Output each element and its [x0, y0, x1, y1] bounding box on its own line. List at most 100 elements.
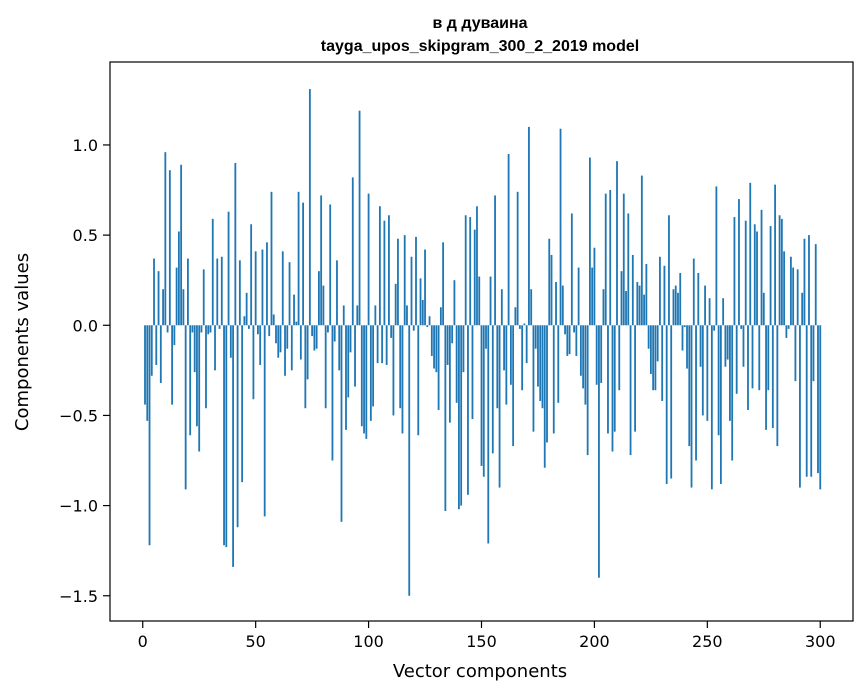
bar-166 — [516, 191, 519, 326]
bar-216 — [629, 325, 632, 456]
bar-10 — [164, 152, 167, 326]
bar-235 — [672, 289, 675, 326]
bar-133 — [442, 242, 445, 326]
bar-56 — [268, 325, 271, 337]
bar-99 — [365, 325, 368, 439]
bar-29 — [207, 325, 210, 335]
bar-296 — [810, 325, 813, 477]
bar-187 — [564, 325, 566, 335]
bar-163 — [509, 325, 512, 385]
bar-118 — [408, 325, 411, 596]
bar-124 — [421, 300, 424, 326]
bar-263 — [735, 325, 738, 394]
bar-98 — [363, 325, 365, 434]
bar-287 — [789, 256, 792, 326]
bar-52 — [259, 325, 262, 365]
bar-248 — [701, 325, 704, 416]
bar-65 — [288, 262, 291, 326]
bar-45 — [243, 316, 246, 326]
bar-4 — [150, 325, 153, 376]
bar-215 — [627, 213, 630, 326]
bar-200 — [593, 247, 596, 326]
y-tick-label: −1.5 — [59, 587, 98, 606]
bar-109 — [388, 215, 390, 326]
bar-297 — [812, 325, 815, 382]
bar-126 — [426, 325, 429, 328]
bar-262 — [733, 217, 736, 326]
bar-288 — [792, 267, 795, 326]
bar-212 — [620, 271, 623, 326]
chart-title: в д дуваина — [432, 15, 527, 32]
bar-147 — [473, 229, 476, 326]
bar-229 — [659, 256, 661, 326]
bar-63 — [284, 325, 286, 376]
bar-217 — [631, 254, 634, 326]
bar-272 — [756, 231, 758, 326]
bar-58 — [272, 314, 275, 326]
bar-194 — [579, 325, 582, 376]
bar-290 — [796, 269, 799, 326]
bar-155 — [491, 325, 494, 454]
bar-289 — [794, 325, 797, 382]
bar-264 — [738, 199, 740, 326]
bar-43 — [238, 260, 241, 326]
bar-237 — [677, 292, 679, 326]
bar-192 — [575, 325, 578, 356]
bar-182 — [552, 325, 555, 434]
bar-83 — [329, 204, 332, 326]
bar-218 — [634, 325, 636, 432]
bar-90 — [345, 325, 347, 430]
bar-221 — [640, 175, 643, 326]
bar-1 — [144, 325, 146, 405]
y-axis-label: Components values — [12, 253, 33, 431]
bar-256 — [719, 325, 722, 484]
bar-71 — [302, 202, 304, 326]
bar-158 — [498, 325, 501, 488]
bar-11 — [166, 325, 169, 333]
bar-131 — [437, 325, 440, 411]
bar-227 — [654, 325, 657, 391]
bar-88 — [340, 325, 343, 522]
bar-116 — [403, 235, 406, 326]
bar-170 — [525, 325, 528, 364]
bar-176 — [539, 325, 542, 402]
bar-97 — [360, 325, 363, 427]
bar-81 — [324, 325, 327, 409]
bar-47 — [247, 325, 250, 329]
bar-233 — [668, 215, 670, 326]
bar-60 — [277, 325, 280, 358]
bar-7 — [157, 271, 160, 326]
bar-188 — [566, 325, 569, 356]
bar-285 — [785, 325, 788, 338]
bar-267 — [744, 220, 747, 326]
bar-167 — [518, 325, 521, 329]
bar-211 — [618, 325, 621, 391]
bar-169 — [523, 323, 526, 326]
bar-28 — [205, 325, 207, 409]
bar-152 — [485, 325, 487, 349]
bar-129 — [433, 325, 435, 369]
bar-136 — [448, 325, 451, 423]
bar-214 — [625, 291, 627, 326]
bar-95 — [356, 305, 359, 326]
bar-34 — [218, 325, 221, 329]
bar-241 — [686, 325, 688, 369]
bar-299 — [817, 325, 819, 474]
bar-180 — [548, 238, 551, 326]
bar-27 — [202, 269, 205, 326]
bar-191 — [573, 325, 575, 333]
bar-295 — [808, 235, 810, 326]
bar-5 — [153, 258, 155, 326]
bar-231 — [663, 265, 666, 326]
bar-37 — [225, 325, 228, 548]
bar-139 — [455, 325, 458, 403]
x-axis-label: Vector components — [393, 661, 567, 682]
y-tick-label: 0.5 — [73, 226, 98, 245]
bar-8 — [159, 325, 162, 383]
bar-286 — [787, 325, 790, 329]
bar-266 — [742, 325, 745, 367]
bar-24 — [196, 325, 198, 427]
bar-172 — [530, 289, 533, 326]
bar-177 — [541, 325, 544, 409]
bar-53 — [261, 249, 264, 326]
